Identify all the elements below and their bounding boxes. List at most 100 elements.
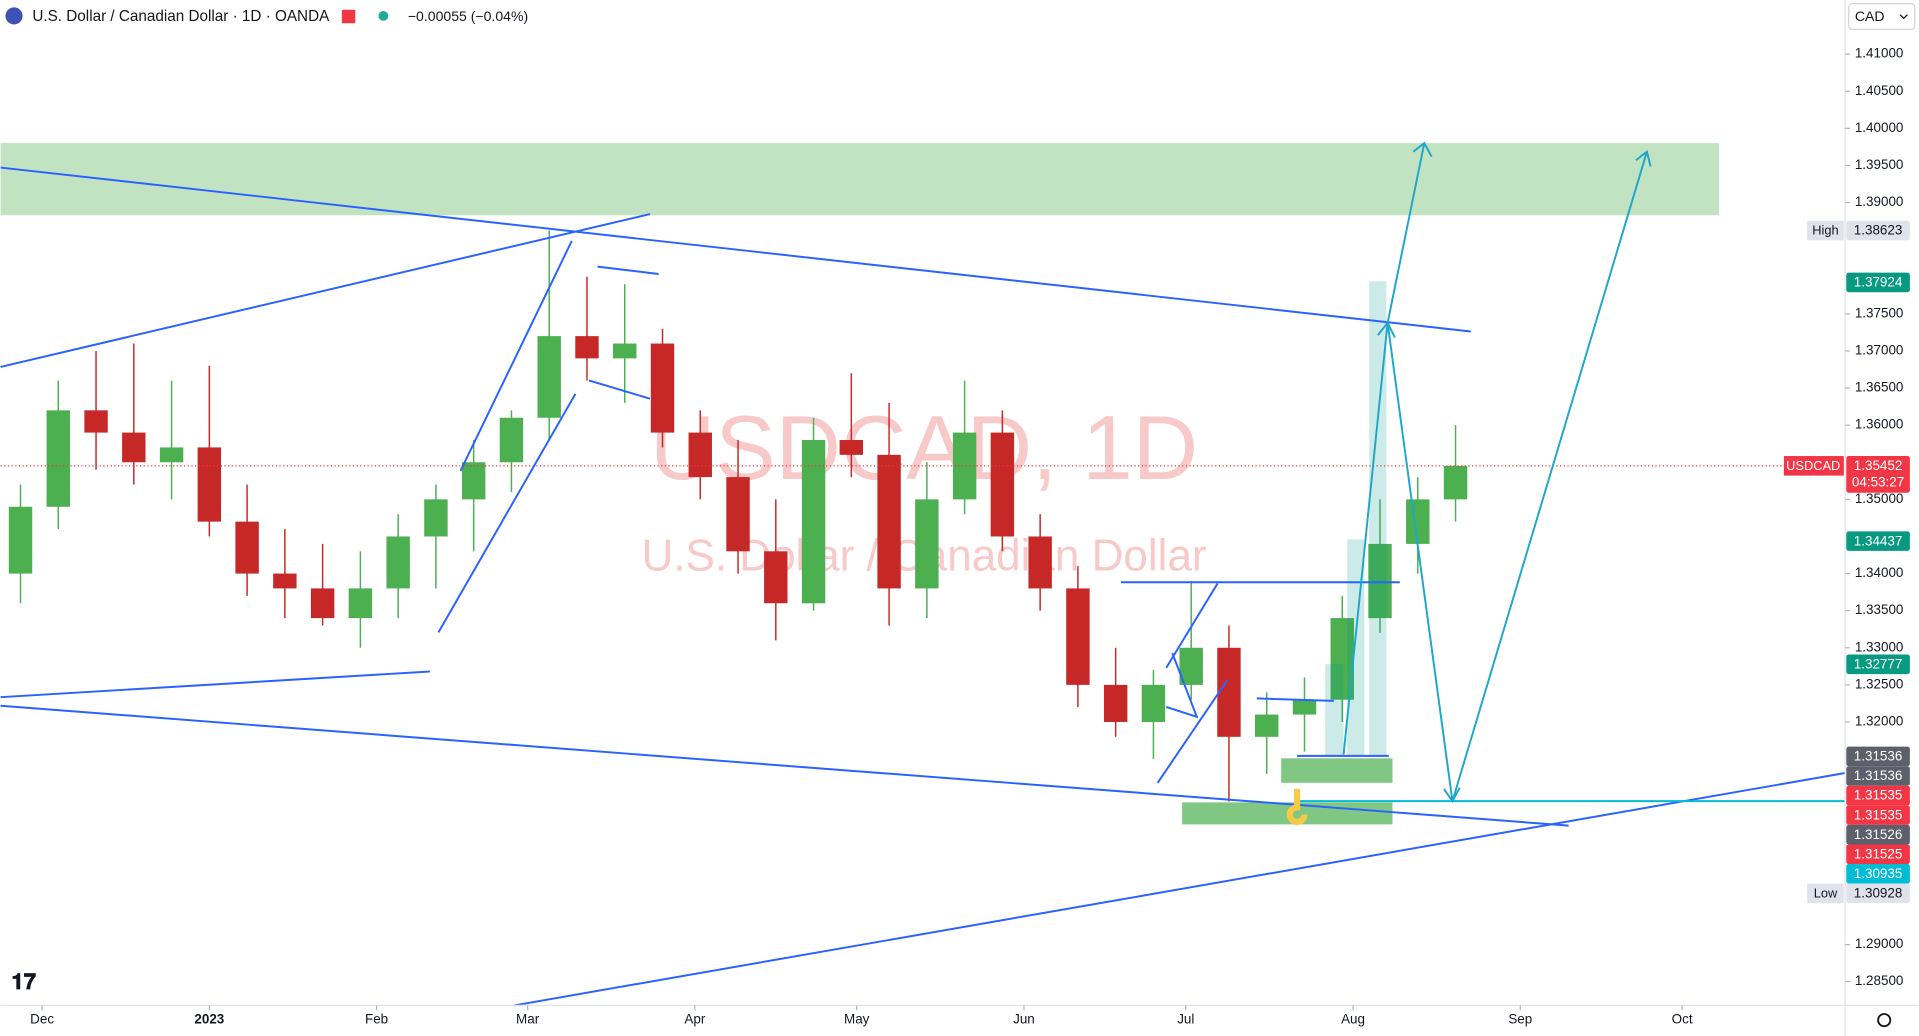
price-tag xyxy=(1846,272,1910,293)
candle-body xyxy=(1066,588,1090,685)
candle-body xyxy=(575,336,599,359)
candle-body xyxy=(1330,618,1354,700)
candle-body xyxy=(348,588,373,619)
candle-body xyxy=(801,440,826,604)
trend-line xyxy=(0,670,430,699)
x-tick-label: Sep xyxy=(1508,1012,1532,1027)
y-tick-label: 1.36000 xyxy=(1855,417,1904,432)
price-tag-value: 1.31535 xyxy=(1854,807,1903,822)
price-tag-label: USDCAD xyxy=(1786,458,1840,473)
x-tick-label: 2023 xyxy=(194,1012,224,1027)
y-tick-label: 1.32500 xyxy=(1855,676,1904,691)
currency-button[interactable] xyxy=(1848,3,1916,30)
price-tag-value: 1.31535 xyxy=(1854,788,1903,803)
price-tag-value: 1.32777 xyxy=(1854,656,1903,671)
price-tag xyxy=(1846,824,1910,845)
candle-body xyxy=(1103,684,1128,722)
arrow-head xyxy=(1377,321,1396,339)
candle-body xyxy=(310,588,335,619)
symbol-title: U.S. Dollar / Canadian Dollar · 1D · OAN… xyxy=(32,8,330,25)
drawings xyxy=(0,141,1846,1007)
x-tick-label: Feb xyxy=(365,1012,388,1027)
market-status xyxy=(378,11,389,21)
projection-path xyxy=(1342,151,1648,802)
candle-body xyxy=(1179,647,1203,685)
price-tag-label: High xyxy=(1812,223,1838,238)
price-tag xyxy=(1846,456,1910,493)
candle-body xyxy=(915,499,939,589)
x-tick-label: Aug xyxy=(1341,1012,1365,1027)
y-tick-label: 1.40000 xyxy=(1855,120,1904,135)
flag-icon[interactable] xyxy=(341,9,356,24)
x-tick-label: Dec xyxy=(30,1012,54,1027)
settings-icon[interactable] xyxy=(1877,1013,1892,1028)
header: U.S. Dollar / Canadian Dollar · 1D · OAN… xyxy=(5,3,1916,30)
price-tag-label: Low xyxy=(1814,885,1838,900)
price-tag-value: 1.31536 xyxy=(1854,749,1903,764)
candle-body xyxy=(1368,543,1392,619)
price-tag xyxy=(1846,883,1910,904)
candle-body xyxy=(159,447,184,463)
candle-body xyxy=(424,499,448,537)
arrow-head xyxy=(1635,149,1652,167)
arrow-head xyxy=(1412,141,1433,158)
trend-line xyxy=(0,166,1471,333)
candle-body xyxy=(461,462,486,500)
candle-body xyxy=(197,447,222,522)
plot-area xyxy=(0,230,1846,802)
y-tick-label: 1.35000 xyxy=(1855,491,1904,506)
price-tag xyxy=(1846,220,1910,241)
price-tag xyxy=(1846,531,1910,551)
price-tag xyxy=(1846,766,1910,786)
candle-body xyxy=(386,536,410,589)
y-tick-label: 1.32000 xyxy=(1855,714,1904,729)
y-tick-label: 1.41000 xyxy=(1855,46,1904,61)
candle-body xyxy=(1443,465,1468,500)
y-tick-label: 1.34000 xyxy=(1855,565,1904,580)
candle-body xyxy=(877,454,901,589)
dropdown-arrow[interactable] xyxy=(1899,14,1908,20)
channel-line xyxy=(1165,582,1219,669)
logo[interactable]: 𝟏𝟕 xyxy=(12,969,37,994)
candle-body xyxy=(688,432,712,478)
y-tick-label: 1.33500 xyxy=(1855,602,1904,617)
trend-line xyxy=(514,772,1846,1007)
price-tag xyxy=(1846,805,1910,825)
candle-body xyxy=(273,573,297,589)
symbol-icon xyxy=(5,7,23,25)
price-tag xyxy=(1846,864,1910,884)
x-tick-label: Mar xyxy=(516,1012,540,1027)
candle-body xyxy=(726,477,750,552)
price-tag-value: 1.31526 xyxy=(1854,827,1903,842)
projection-path xyxy=(1386,142,1426,324)
y-tick-label: 1.28500 xyxy=(1855,973,1904,988)
price-tag-value: 1.34437 xyxy=(1854,533,1903,548)
x-tick-label: May xyxy=(844,1012,870,1027)
x-tick-label: Jul xyxy=(1177,1012,1194,1027)
candle-body xyxy=(764,551,788,604)
candle-body xyxy=(1141,684,1166,722)
range-line xyxy=(1256,697,1334,702)
candle-body xyxy=(1292,699,1317,715)
price-tag-value: 1.30928 xyxy=(1854,886,1903,901)
candle-body xyxy=(235,521,259,574)
trend-line xyxy=(0,704,1569,827)
x-tick-label: Oct xyxy=(1672,1012,1693,1027)
currency-label[interactable]: CAD xyxy=(1855,8,1885,24)
price-tag xyxy=(1846,654,1910,675)
candle-body xyxy=(1217,647,1241,737)
y-tick-label: 1.37000 xyxy=(1855,343,1904,358)
resistance-zone xyxy=(0,143,1720,216)
candle-body xyxy=(499,417,524,463)
y-tick-label: 1.36500 xyxy=(1855,380,1904,395)
trend-line xyxy=(0,213,651,368)
price-tag-label-box xyxy=(1807,883,1844,904)
y-tick-label: 1.40500 xyxy=(1855,83,1904,98)
flag-line xyxy=(597,265,659,275)
candle-body xyxy=(1255,714,1279,737)
price-tag xyxy=(1846,746,1910,767)
candle-body xyxy=(84,410,108,433)
support-zone xyxy=(1281,758,1393,783)
